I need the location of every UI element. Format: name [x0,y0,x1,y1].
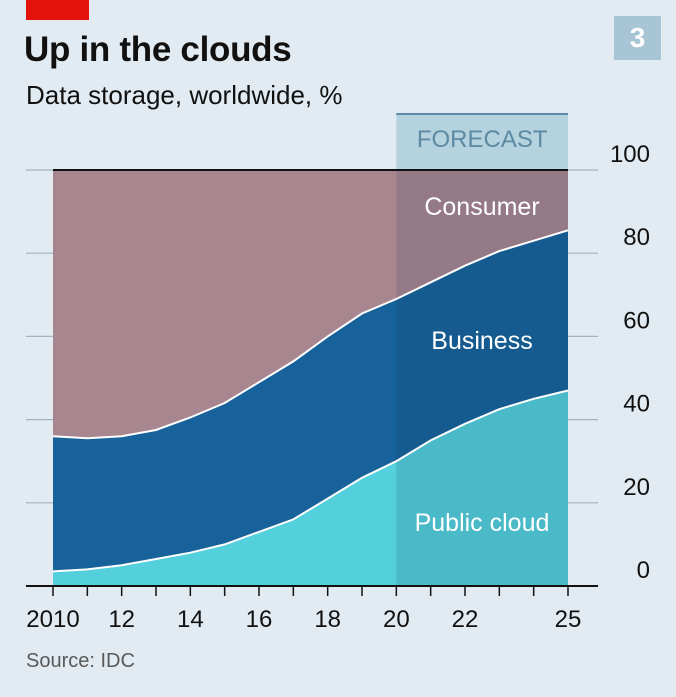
series-label-public-cloud: Public cloud [415,509,550,537]
y-tick-label: 40 [623,391,650,418]
x-tick-label: 18 [314,606,341,633]
x-tick-label: 12 [108,606,135,633]
chart-number-badge: 3 [614,16,661,60]
area-business [53,230,568,572]
y-tick-label: 80 [623,224,650,251]
brand-red-bar [26,0,89,20]
x-tick-label: 2010 [26,606,79,633]
x-tick-label: 22 [452,606,479,633]
x-tick-label: 14 [177,606,204,633]
series-label-business: Business [431,327,532,355]
chart-subtitle: Data storage, worldwide, % [26,80,343,110]
y-tick-label: 20 [623,474,650,501]
y-tick-label: 100 [610,141,650,168]
x-tick-label: 20 [383,606,410,633]
boundary-line-business [52,229,569,440]
chart-title: Up in the clouds [24,30,292,69]
area-public-cloud [53,390,568,586]
area-consumer [53,170,568,439]
x-tick-label: 16 [246,606,273,633]
y-tick-label: 60 [623,307,650,334]
x-tick-label: 25 [555,606,582,633]
y-tick-label: 0 [637,557,650,584]
series-label-consumer: Consumer [424,193,539,221]
source-note: Source: IDC [26,650,135,672]
forecast-band-header [396,114,568,170]
forecast-label: FORECAST [417,126,548,153]
boundary-line-public-cloud [52,389,569,573]
